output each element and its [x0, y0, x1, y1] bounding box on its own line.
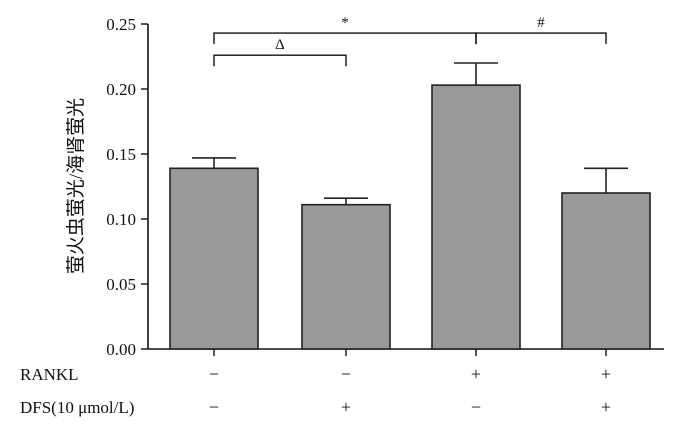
significance-bracket	[213, 54, 347, 67]
treatment-row-label: DFS(10 μmol/L)	[20, 398, 134, 417]
y-tick-label: 0.20	[106, 80, 136, 99]
treatment-mark: −	[209, 397, 219, 417]
significance-label: *	[341, 15, 349, 31]
y-tick-label: 0.00	[106, 340, 136, 359]
significance-label: Δ	[275, 37, 285, 53]
treatment-mark: +	[601, 364, 611, 384]
y-axis-label: 萤火虫萤光/海肾萤光	[65, 98, 87, 274]
y-tick-label: 0.05	[106, 275, 136, 294]
significance-label: #	[537, 15, 545, 31]
treatment-mark: +	[471, 364, 481, 384]
treatment-mark: −	[471, 397, 481, 417]
treatment-mark: +	[341, 397, 351, 417]
treatment-mark: −	[209, 364, 219, 384]
treatment-row-label: RANKL	[20, 365, 79, 384]
bar	[431, 84, 521, 350]
y-tick-label: 0.25	[106, 15, 136, 34]
bar	[301, 203, 391, 350]
treatment-mark: +	[601, 397, 611, 417]
bar	[561, 192, 651, 350]
significance-bracket	[213, 32, 477, 45]
y-tick-label: 0.15	[106, 145, 136, 164]
y-tick-label: 0.10	[106, 210, 136, 229]
treatment-mark: −	[341, 364, 351, 384]
bar	[169, 167, 259, 350]
significance-bracket	[475, 32, 607, 45]
